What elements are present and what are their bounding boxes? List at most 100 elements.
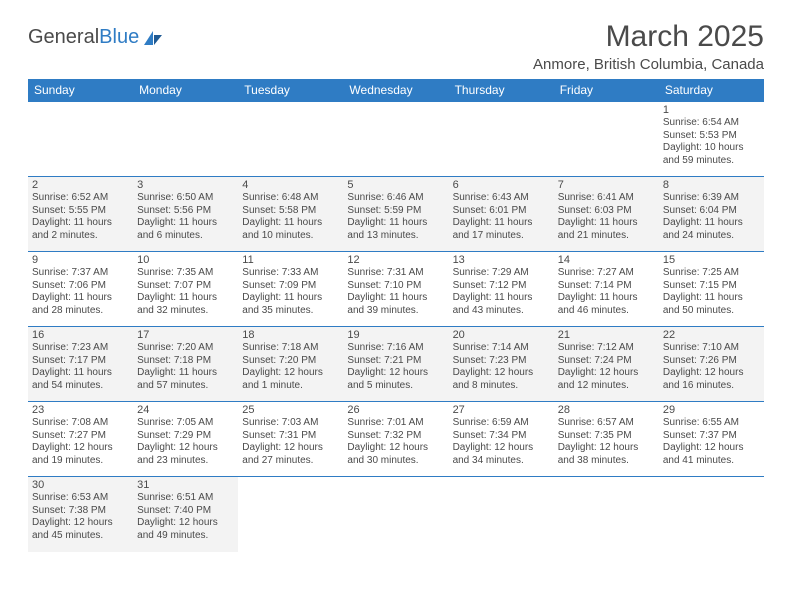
calendar-row: 9Sunrise: 7:37 AMSunset: 7:06 PMDaylight… [28, 252, 764, 327]
calendar-cell: 5Sunrise: 6:46 AMSunset: 5:59 PMDaylight… [343, 177, 448, 252]
calendar-cell: 25Sunrise: 7:03 AMSunset: 7:31 PMDayligh… [238, 402, 343, 477]
sunset-text: Sunset: 7:23 PM [453, 355, 550, 368]
sunrise-text: Sunrise: 6:39 AM [663, 192, 760, 205]
sunset-text: Sunset: 7:10 PM [347, 280, 444, 293]
day-number: 22 [663, 329, 760, 341]
day-number: 9 [32, 254, 129, 266]
sunrise-text: Sunrise: 6:41 AM [558, 192, 655, 205]
calendar-row: 16Sunrise: 7:23 AMSunset: 7:17 PMDayligh… [28, 327, 764, 402]
calendar-cell [449, 102, 554, 177]
daylight-text: Daylight: 11 hours and 43 minutes. [453, 292, 550, 317]
sunrise-text: Sunrise: 7:23 AM [32, 342, 129, 355]
daylight-text: Daylight: 12 hours and 45 minutes. [32, 517, 129, 542]
daylight-text: Daylight: 12 hours and 8 minutes. [453, 367, 550, 392]
sunrise-text: Sunrise: 6:55 AM [663, 417, 760, 430]
daylight-text: Daylight: 11 hours and 2 minutes. [32, 217, 129, 242]
calendar-cell: 1Sunrise: 6:54 AMSunset: 5:53 PMDaylight… [659, 102, 764, 177]
calendar-cell: 26Sunrise: 7:01 AMSunset: 7:32 PMDayligh… [343, 402, 448, 477]
sunset-text: Sunset: 7:37 PM [663, 430, 760, 443]
calendar-cell: 12Sunrise: 7:31 AMSunset: 7:10 PMDayligh… [343, 252, 448, 327]
sunset-text: Sunset: 7:26 PM [663, 355, 760, 368]
daylight-text: Daylight: 12 hours and 19 minutes. [32, 442, 129, 467]
sunset-text: Sunset: 6:03 PM [558, 205, 655, 218]
calendar-cell: 2Sunrise: 6:52 AMSunset: 5:55 PMDaylight… [28, 177, 133, 252]
sunset-text: Sunset: 7:14 PM [558, 280, 655, 293]
daylight-text: Daylight: 12 hours and 49 minutes. [137, 517, 234, 542]
day-number: 12 [347, 254, 444, 266]
daylight-text: Daylight: 11 hours and 46 minutes. [558, 292, 655, 317]
sunrise-text: Sunrise: 6:43 AM [453, 192, 550, 205]
calendar-row: 1Sunrise: 6:54 AMSunset: 5:53 PMDaylight… [28, 102, 764, 177]
sunrise-text: Sunrise: 7:10 AM [663, 342, 760, 355]
calendar-cell: 29Sunrise: 6:55 AMSunset: 7:37 PMDayligh… [659, 402, 764, 477]
calendar-cell: 17Sunrise: 7:20 AMSunset: 7:18 PMDayligh… [133, 327, 238, 402]
sunrise-text: Sunrise: 7:14 AM [453, 342, 550, 355]
day-header: Wednesday [343, 79, 448, 102]
calendar-cell: 18Sunrise: 7:18 AMSunset: 7:20 PMDayligh… [238, 327, 343, 402]
day-number: 4 [242, 179, 339, 191]
day-number: 14 [558, 254, 655, 266]
daylight-text: Daylight: 11 hours and 32 minutes. [137, 292, 234, 317]
daylight-text: Daylight: 11 hours and 50 minutes. [663, 292, 760, 317]
day-number: 24 [137, 404, 234, 416]
sunset-text: Sunset: 5:56 PM [137, 205, 234, 218]
daylight-text: Daylight: 12 hours and 41 minutes. [663, 442, 760, 467]
calendar-cell [554, 477, 659, 552]
daylight-text: Daylight: 12 hours and 23 minutes. [137, 442, 234, 467]
day-number: 30 [32, 479, 129, 491]
calendar-cell: 15Sunrise: 7:25 AMSunset: 7:15 PMDayligh… [659, 252, 764, 327]
sunset-text: Sunset: 7:18 PM [137, 355, 234, 368]
calendar-cell [554, 102, 659, 177]
sunrise-text: Sunrise: 6:46 AM [347, 192, 444, 205]
day-number: 16 [32, 329, 129, 341]
calendar-cell [343, 477, 448, 552]
logo: GeneralBlue [28, 26, 164, 49]
calendar-cell: 4Sunrise: 6:48 AMSunset: 5:58 PMDaylight… [238, 177, 343, 252]
sunset-text: Sunset: 7:09 PM [242, 280, 339, 293]
sunrise-text: Sunrise: 7:20 AM [137, 342, 234, 355]
day-number: 15 [663, 254, 760, 266]
calendar-cell: 23Sunrise: 7:08 AMSunset: 7:27 PMDayligh… [28, 402, 133, 477]
calendar-cell [133, 102, 238, 177]
sunrise-text: Sunrise: 7:35 AM [137, 267, 234, 280]
calendar-cell [238, 102, 343, 177]
logo-text-1: General [28, 26, 99, 49]
day-number: 13 [453, 254, 550, 266]
daylight-text: Daylight: 12 hours and 38 minutes. [558, 442, 655, 467]
daylight-text: Daylight: 11 hours and 39 minutes. [347, 292, 444, 317]
daylight-text: Daylight: 11 hours and 35 minutes. [242, 292, 339, 317]
sunset-text: Sunset: 7:06 PM [32, 280, 129, 293]
day-number: 23 [32, 404, 129, 416]
daylight-text: Daylight: 12 hours and 5 minutes. [347, 367, 444, 392]
day-number: 11 [242, 254, 339, 266]
sunrise-text: Sunrise: 6:57 AM [558, 417, 655, 430]
calendar-cell: 3Sunrise: 6:50 AMSunset: 5:56 PMDaylight… [133, 177, 238, 252]
day-number: 17 [137, 329, 234, 341]
daylight-text: Daylight: 12 hours and 34 minutes. [453, 442, 550, 467]
day-header-row: Sunday Monday Tuesday Wednesday Thursday… [28, 79, 764, 102]
day-number: 3 [137, 179, 234, 191]
location: Anmore, British Columbia, Canada [533, 56, 764, 73]
sunset-text: Sunset: 7:29 PM [137, 430, 234, 443]
daylight-text: Daylight: 12 hours and 16 minutes. [663, 367, 760, 392]
day-number: 29 [663, 404, 760, 416]
day-number: 7 [558, 179, 655, 191]
title-block: March 2025 Anmore, British Columbia, Can… [533, 20, 764, 73]
calendar-cell [28, 102, 133, 177]
calendar-cell: 9Sunrise: 7:37 AMSunset: 7:06 PMDaylight… [28, 252, 133, 327]
day-number: 20 [453, 329, 550, 341]
day-number: 21 [558, 329, 655, 341]
sunrise-text: Sunrise: 7:25 AM [663, 267, 760, 280]
sunset-text: Sunset: 5:53 PM [663, 130, 760, 143]
sunset-text: Sunset: 7:12 PM [453, 280, 550, 293]
day-number: 18 [242, 329, 339, 341]
sunrise-text: Sunrise: 6:52 AM [32, 192, 129, 205]
sunrise-text: Sunrise: 6:54 AM [663, 117, 760, 130]
sunrise-text: Sunrise: 6:59 AM [453, 417, 550, 430]
sunset-text: Sunset: 7:21 PM [347, 355, 444, 368]
daylight-text: Daylight: 12 hours and 27 minutes. [242, 442, 339, 467]
daylight-text: Daylight: 11 hours and 17 minutes. [453, 217, 550, 242]
sunrise-text: Sunrise: 7:31 AM [347, 267, 444, 280]
sunset-text: Sunset: 7:20 PM [242, 355, 339, 368]
sunrise-text: Sunrise: 7:12 AM [558, 342, 655, 355]
